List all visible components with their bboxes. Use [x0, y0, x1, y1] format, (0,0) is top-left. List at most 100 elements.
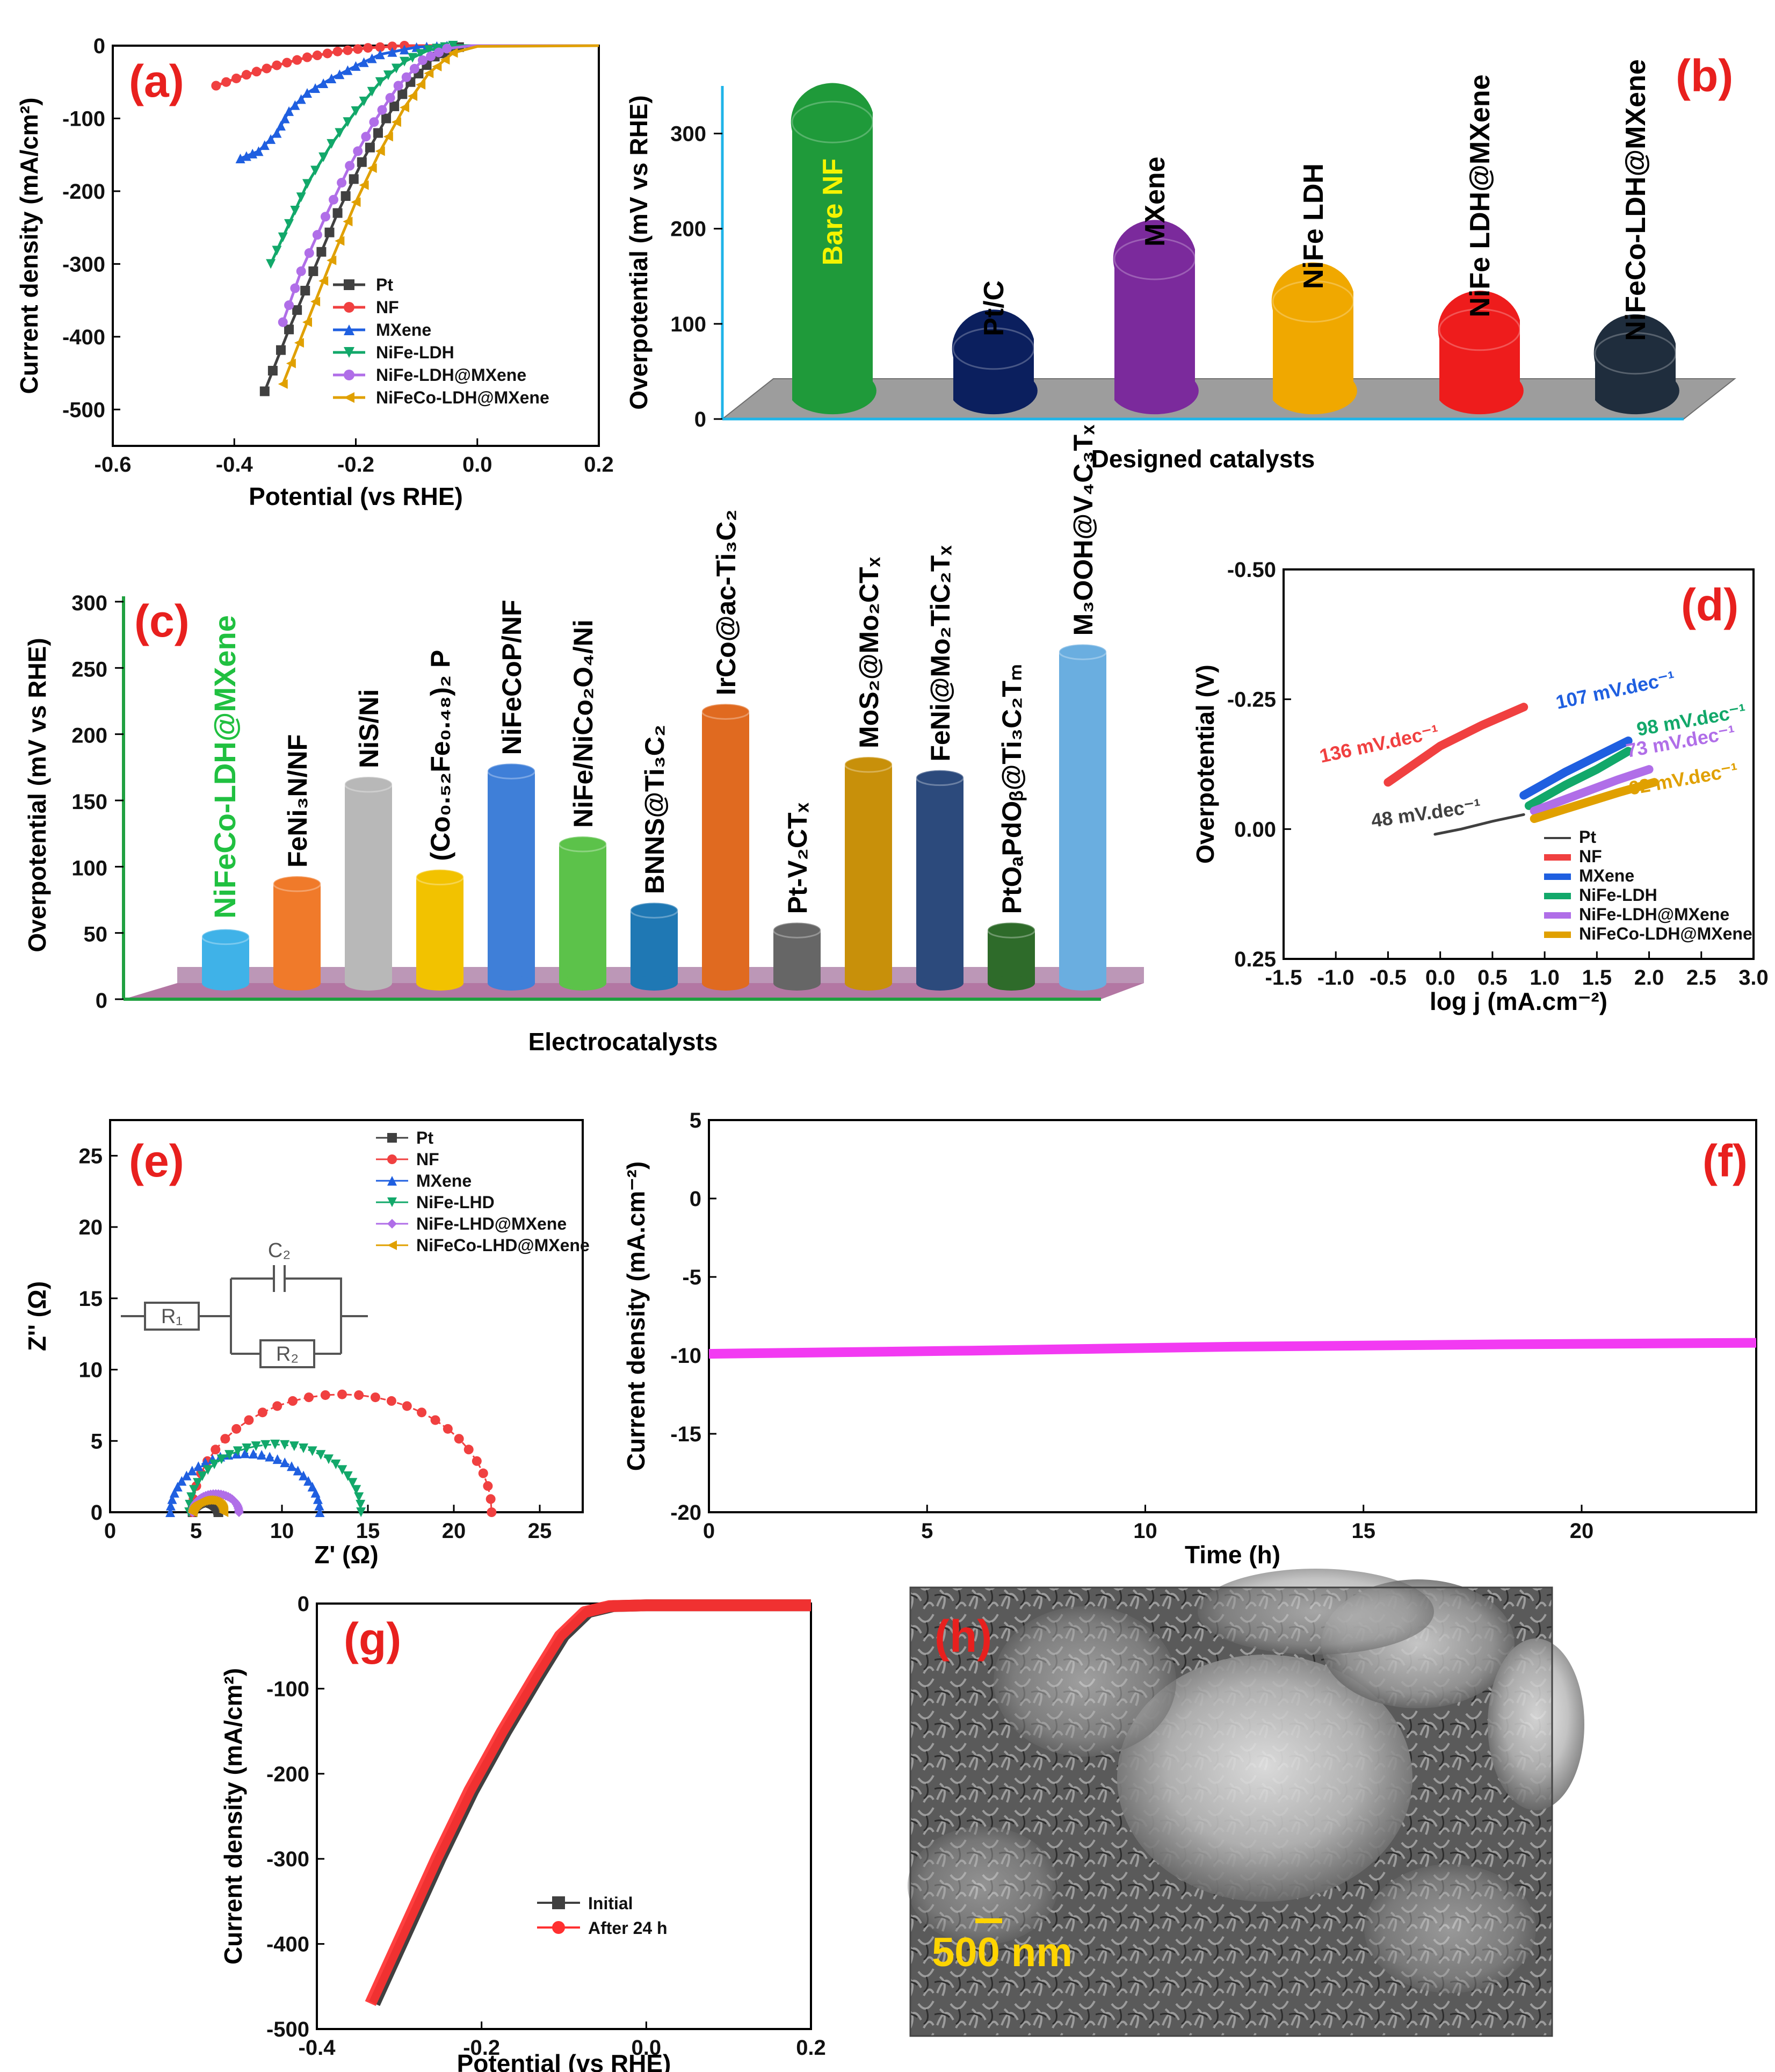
- bar-2: MXene: [1113, 156, 1199, 415]
- y-tick-label: 5: [91, 1430, 103, 1453]
- series-nifeco-ldh-mxene: [1530, 778, 1659, 823]
- x-tick-label: 15: [356, 1519, 380, 1543]
- data-point: [327, 139, 337, 149]
- bar-bottom: [988, 976, 1035, 991]
- bar-1: Pt/C: [952, 280, 1038, 415]
- bar-body: [631, 910, 678, 983]
- bar-4: NiFe LDH@MXene: [1438, 74, 1524, 415]
- data-point: [417, 1407, 427, 1418]
- data-point: [335, 236, 345, 246]
- legend-label: NiFeCo-LDH@MXene: [1579, 924, 1752, 943]
- slope-label: 62 mV.dec⁻¹: [1627, 759, 1740, 799]
- data-point: [293, 1465, 303, 1476]
- data-point: [272, 1454, 282, 1464]
- data-point: [442, 44, 452, 54]
- bar-top: [558, 835, 607, 853]
- data-point: [259, 140, 270, 150]
- series-line: [1383, 703, 1528, 787]
- x-axis-label: Designed catalysts: [1091, 445, 1315, 473]
- data-point: [391, 117, 401, 127]
- bar-top: [772, 921, 822, 938]
- legend-label: NiFeCo-LDH@MXene: [376, 388, 549, 407]
- data-point: [353, 44, 363, 54]
- data-point: [312, 230, 322, 240]
- x-tick-label: 10: [270, 1519, 294, 1543]
- data-point: [318, 78, 329, 88]
- x-tick-label: -1.0: [1317, 966, 1354, 990]
- legend-label: NiFe-LDH: [1579, 885, 1657, 905]
- data-point: [361, 132, 371, 142]
- data-point: [367, 53, 377, 63]
- data-point: [402, 1401, 412, 1411]
- data-point: [278, 317, 288, 327]
- data-point: [314, 1500, 324, 1511]
- bar-top: [952, 327, 1035, 370]
- data-point: [408, 91, 418, 101]
- panel-g-label: (g): [344, 1614, 401, 1664]
- x-tick-label: -0.6: [95, 453, 132, 477]
- data-point: [472, 1456, 482, 1466]
- plot-frame: [316, 1602, 812, 2030]
- legend-label: NF: [1579, 847, 1602, 866]
- bar-5: NiFeCo-LDH@MXene: [1593, 59, 1679, 415]
- legend-label: NiFe-LHD@MXene: [416, 1214, 567, 1233]
- legend-label: NF: [376, 298, 399, 317]
- legend-marker: [387, 1154, 397, 1164]
- data-point: [375, 77, 385, 87]
- data-point: [282, 57, 292, 68]
- legend-label: After 24 h: [588, 1918, 668, 1938]
- data-point: [265, 1452, 275, 1462]
- bar-bottom: [1059, 976, 1106, 991]
- data-point: [454, 1434, 464, 1444]
- series-nife-ldh-mxene: [278, 44, 599, 327]
- data-point: [211, 1445, 221, 1455]
- data-point: [343, 117, 353, 127]
- data-point: [332, 208, 343, 218]
- data-point: [315, 1507, 325, 1517]
- y-tick-label: -10: [670, 1344, 701, 1368]
- data-point: [408, 53, 418, 63]
- data-point: [356, 1499, 366, 1510]
- data-point: [302, 88, 312, 98]
- legend-marker: [344, 302, 354, 313]
- bar-top: [915, 769, 965, 786]
- bar-label: NiFeCoP/NF: [497, 600, 527, 755]
- x-tick-label: -0.4: [216, 453, 253, 477]
- y-tick-label: 0: [690, 1187, 701, 1211]
- data-point: [251, 67, 262, 77]
- data-point: [332, 46, 343, 56]
- bar-label: Pt-V₂CTₓ: [783, 802, 813, 914]
- series-line: [1530, 765, 1654, 815]
- y-tick-label: 150: [71, 790, 107, 814]
- data-point: [299, 1443, 309, 1453]
- legend-d: PtNFMXeneNiFe-LDHNiFe-LDH@MXeneNiFeCo-LD…: [1544, 827, 1752, 943]
- bar-label: FeNi₃N/NF: [282, 734, 313, 868]
- data-point: [318, 152, 329, 162]
- data-point: [278, 232, 288, 242]
- bar-8: Pt-V₂CTₓ: [772, 802, 822, 991]
- series-after-24-h: [365, 1599, 811, 2006]
- y-tick-label: -500: [62, 398, 105, 422]
- data-point: [231, 1424, 242, 1434]
- data-point: [292, 305, 302, 315]
- data-point: [416, 80, 426, 90]
- data-point: [343, 216, 353, 227]
- legend-label: NiFe-LDH@MXene: [376, 365, 526, 385]
- data-point: [312, 50, 322, 61]
- bar-label: Bare NF: [817, 158, 849, 265]
- sem-scale-bar: [975, 1918, 1002, 1923]
- y-tick-label: 200: [670, 218, 706, 241]
- data-point: [320, 212, 330, 222]
- y-tick-label: -300: [266, 1847, 309, 1871]
- series-mxene: [1519, 737, 1633, 800]
- x-tick-label: 0.0: [632, 2036, 662, 2060]
- data-point: [235, 153, 245, 163]
- data-point: [302, 179, 312, 189]
- bar-bottom: [273, 976, 321, 991]
- data-point: [357, 157, 367, 167]
- series-line: [369, 1599, 811, 2006]
- bar-body: [559, 844, 606, 983]
- series-pt: [1433, 813, 1525, 836]
- y-tick-label: -400: [266, 1933, 309, 1957]
- data-point: [259, 386, 270, 396]
